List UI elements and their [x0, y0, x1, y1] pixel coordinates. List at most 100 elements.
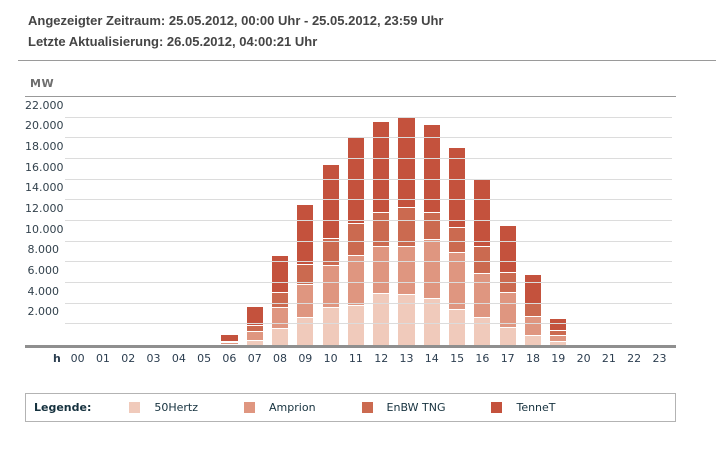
legend-box: Legende: 50Hertz Amprion EnBW TNG TenneT: [25, 393, 676, 422]
legend-item-amprion: Amprion: [244, 401, 316, 414]
stacked-bar-07: [246, 305, 263, 345]
bar-column-09: [293, 97, 318, 345]
y-tick-label: 6.000: [27, 264, 60, 277]
gridline-2.000: [65, 323, 672, 325]
bar-column-16: [470, 97, 495, 345]
bar-column-10: [318, 97, 343, 345]
legend-label: TenneT: [516, 401, 556, 414]
stacked-bar-20: [575, 341, 592, 345]
bar-segment-amprion: [373, 245, 390, 293]
x-tick-label-17: 17: [500, 352, 515, 365]
bar-segment-enbw-tng: [271, 291, 289, 307]
bar-column-07: [242, 97, 267, 345]
bar-segment-enbw-tng: [575, 341, 592, 343]
y-tick-label: 14.000: [25, 181, 64, 195]
bar-segment-50hertz: [550, 340, 567, 345]
displayed-period-text: Angezeigter Zeitraum: 25.05.2012, 00:00 …: [28, 13, 444, 28]
x-tick-label-06: 06: [222, 352, 237, 365]
x-tick-label-19: 19: [551, 352, 566, 365]
bar-segment-enbw-tng: [449, 227, 466, 252]
bar-column-01: [90, 97, 115, 345]
bar-segment-50hertz: [297, 317, 314, 345]
x-tick-label-10: 10: [323, 352, 338, 365]
bar-segment-amprion: [423, 239, 440, 299]
bar-segment-amprion: [550, 334, 567, 341]
stacked-bar-19: [550, 317, 567, 345]
bar-segment-50hertz: [246, 339, 263, 345]
x-tick-label-16: 16: [475, 352, 490, 365]
bar-segment-tennet: [524, 274, 542, 304]
bar-segment-50hertz: [423, 298, 440, 345]
gridline-20.000: [65, 137, 672, 139]
gridline-18.000: [65, 158, 672, 159]
bar-column-06: [217, 97, 242, 345]
x-tick-label-00: 00: [70, 352, 85, 365]
x-tick-label-01: 01: [95, 352, 110, 365]
bar-column-18: [520, 97, 545, 345]
legend-item-50hertz: 50Hertz: [129, 401, 198, 414]
x-tick-label-23: 23: [652, 352, 667, 365]
bar-segment-enbw-tng: [474, 245, 491, 274]
y-tick-label: 4.000: [27, 284, 60, 298]
stacked-bar-17: [499, 225, 516, 345]
x-tick-label-13: 13: [399, 352, 414, 365]
x-tick-label-14: 14: [424, 352, 439, 365]
y-tick-label: 22.000: [25, 98, 64, 112]
bar-segment-enbw-tng: [322, 237, 339, 265]
bar-column-17: [495, 97, 520, 345]
legend-label: EnBW TNG: [386, 401, 446, 414]
bar-segment-amprion: [271, 306, 289, 328]
bar-column-05: [191, 97, 216, 345]
legend-swatch-50hertz: [129, 402, 141, 413]
legend-item-tennet: TenneT: [491, 401, 556, 414]
plot-area: 2.000 4.000 6.000 8.000 10.000 12.000 14.000 16…: [25, 96, 676, 348]
bar-segment-tennet: [322, 163, 339, 238]
bar-column-02: [116, 97, 141, 345]
x-tick-label-03: 03: [146, 352, 161, 365]
legend-swatch-enbw-tng: [361, 402, 373, 413]
bar-segment-tennet: [271, 254, 289, 292]
gridline-14.000: [65, 199, 672, 201]
bar-segment-tennet: [246, 305, 263, 326]
gridline-22.000: [65, 116, 672, 118]
gridline-6.000: [65, 282, 672, 283]
gridline-12.000: [65, 220, 672, 221]
bar-segment-tennet: [423, 123, 440, 213]
bar-segment-tennet: [221, 333, 238, 341]
bar-segment-enbw-tng: [347, 222, 364, 255]
y-tick-label: 2.000: [27, 305, 60, 319]
bar-column-00: [65, 97, 90, 345]
bar-segment-50hertz: [524, 334, 542, 345]
last-update-text: Letzte Aktualisierung: 26.05.2012, 04:00…: [28, 34, 318, 49]
x-tick-label-22: 22: [627, 352, 642, 365]
bar-segment-tennet: [297, 204, 314, 264]
bar-segment-tennet: [373, 120, 390, 212]
bar-segment-50hertz: [398, 294, 415, 345]
x-tick-label-12: 12: [374, 352, 389, 365]
bar-column-04: [166, 97, 191, 345]
bar-segment-amprion: [575, 342, 592, 344]
bar-column-11: [343, 97, 368, 345]
x-tick-label-11: 11: [348, 352, 363, 365]
bar-segment-enbw-tng: [550, 329, 567, 335]
x-tick-label-08: 08: [273, 352, 288, 365]
legend-swatch-tennet: [491, 402, 503, 413]
bar-column-15: [444, 97, 469, 345]
stacked-bar-15: [449, 146, 466, 345]
bar-segment-50hertz: [347, 305, 364, 345]
bar-column-23: [647, 97, 672, 345]
stacked-bar-13: [398, 116, 415, 345]
bar-column-12: [369, 97, 394, 345]
x-axis-labels: h 00 01 02 03 04 05 06 07 08 09 10 11 12 13 14 15 16 17 18…: [53, 352, 672, 365]
y-tick-label: 20.000: [25, 119, 64, 133]
stacked-bar-12: [373, 120, 390, 345]
bar-segment-enbw-tng: [423, 212, 440, 240]
gridline-16.000: [65, 178, 672, 180]
bar-segment-enbw-tng: [499, 271, 516, 292]
bar-segment-50hertz: [575, 343, 592, 345]
x-tick-label-21: 21: [601, 352, 616, 365]
bar-segment-enbw-tng: [221, 340, 238, 342]
x-tick-label-04: 04: [171, 352, 186, 365]
stacked-bar-18: [524, 274, 542, 345]
x-tick-label-05: 05: [197, 352, 212, 365]
